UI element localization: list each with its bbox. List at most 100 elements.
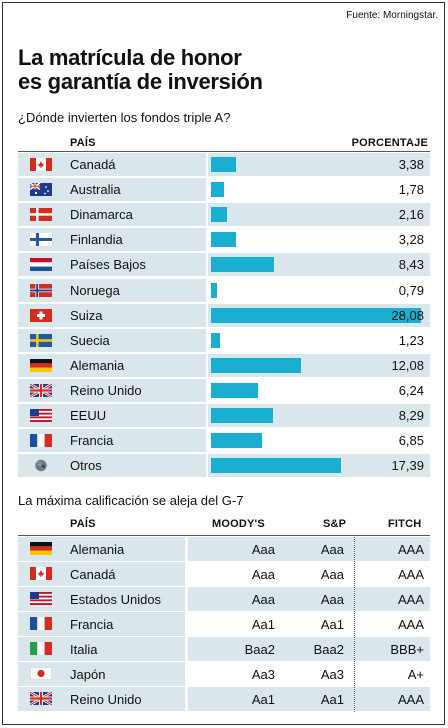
percentage-column-header: PORCENTAJE [351,137,428,149]
flag-cell [18,353,65,377]
moodys-cell: Aa3 [188,662,285,686]
bar [211,433,263,449]
value-label: 28,08 [391,307,424,323]
bar-cell: 3,38 [208,153,430,176]
fitch-cell: AAA [355,612,430,636]
chart-row: Otros 17,39 [18,454,430,478]
flag-cell [18,203,65,227]
country-cell: Otros [65,454,206,478]
moodys-cell: Baa2 [188,637,285,661]
fitch-rating: AAA [397,592,424,607]
moodys-cell: Aa1 [188,612,285,636]
country-label: Japón [70,667,106,682]
flag-cell [18,228,65,252]
bar-cell: 6,24 [208,378,430,402]
value-label: 3,38 [398,157,424,172]
table-header-sp: S&P [323,518,347,530]
moodys-cell: Aaa [188,562,285,586]
bar-cell: 12,08 [208,353,430,377]
country-label: Reino Unido [70,382,142,398]
bar-cell: 0,79 [208,278,430,302]
country-label: Países Bajos [70,257,146,273]
moodys-rating: Aa3 [251,667,275,682]
chart-row: Suecia 1,23 [18,328,430,353]
flag-cell [18,687,65,711]
table-row: Reino Unido Aa1 Aa1 AAA [18,687,430,711]
country-label: Noruega [70,282,120,298]
country-label: Dinamarca [70,207,133,223]
sp-rating: Aaa [320,567,344,582]
flag-switzerland-icon [30,308,52,322]
title-line-2: es garantía de inversión [18,69,263,94]
value-label: 0,79 [398,282,424,298]
value-label: 6,24 [398,382,424,398]
flag-cell [18,153,65,176]
bar [211,282,217,298]
flag-denmark-icon [30,208,52,222]
country-cell: Países Bajos [65,253,206,277]
flag-cell [18,612,65,636]
country-cell: Japón [65,662,185,686]
bar [211,458,342,474]
page-title: La matrícula de honor es garantía de inv… [18,46,263,94]
flag-canada-icon [30,567,52,580]
bar [211,232,236,248]
country-cell: Suiza [65,303,206,327]
chart-row: Suiza 28,08 [18,303,430,328]
fitch-rating: AAA [397,567,424,582]
bar [211,332,221,348]
country-label: Australia [70,182,121,198]
country-cell: Reino Unido [65,378,206,402]
value-label: 1,78 [398,182,424,198]
sp-rating: Aaa [320,592,344,607]
flag-norway-icon [30,283,52,297]
column-separator [354,537,355,712]
country-label: Alemania [70,542,125,557]
flag-cell [18,587,65,611]
flag-usa-icon [30,409,52,422]
flag-cell [18,537,65,561]
bar [211,257,274,273]
sp-rating: Aa3 [320,667,344,682]
moodys-rating: Aa1 [251,617,275,632]
fitch-cell: AAA [355,562,430,586]
fitch-cell: AAA [355,587,430,611]
flag-cell [18,278,65,302]
chart-row: Australia 1,78 [18,178,430,202]
country-label: Estados Unidos [70,592,162,607]
value-label: 3,28 [398,232,424,248]
header-divider [18,151,430,152]
chart-row: EEUU 8,29 [18,404,430,428]
chart-title: ¿Dónde invierten los fondos triple A? [18,110,231,125]
table-title: La máxima calificación se aleja del G-7 [18,493,244,508]
chart-row: Francia 6,85 [18,429,430,453]
table-header-moodys: MOODY'S [212,518,265,530]
country-cell: Francia [65,429,206,453]
moodys-rating: Aaa [251,592,275,607]
table-row: Estados Unidos Aaa Aaa AAA [18,587,430,611]
country-cell: Suecia [65,328,206,352]
title-line-1: La matrícula de honor [18,45,242,70]
bar-cell: 8,29 [208,404,430,427]
country-label: Reino Unido [70,692,142,707]
flag-cell [18,378,65,402]
country-label: Suecia [70,332,110,348]
moodys-rating: Aa1 [251,692,275,707]
country-cell: Estados Unidos [65,587,185,611]
bar-cell: 2,16 [208,203,430,227]
bar-cell: 1,78 [208,178,430,202]
country-label: Canadá [70,157,116,172]
flag-cell [18,637,65,661]
flag-cell [18,454,65,478]
flag-france-icon [30,617,52,630]
flag-cell [18,303,65,327]
country-label: Italia [70,642,98,657]
value-label: 2,16 [398,207,424,223]
moodys-cell: Aaa [188,587,285,611]
fitch-rating: BBB+ [390,642,424,657]
flag-germany-icon [30,542,52,555]
flag-cell [18,253,65,277]
country-cell: Dinamarca [65,203,206,227]
country-label: Suiza [70,307,103,323]
